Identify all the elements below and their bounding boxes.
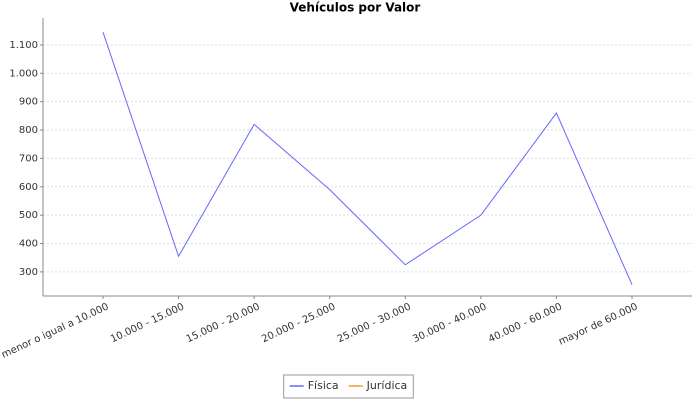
y-tick-label: 1.100 (9, 40, 38, 51)
y-tick-label: 800 (19, 125, 38, 136)
x-tick-label: 10.000 - 15.000 (109, 301, 186, 345)
y-tick-label: 500 (19, 210, 38, 221)
y-tick-label: 600 (19, 182, 38, 193)
x-tick-label: 30.000 - 40.000 (411, 301, 488, 345)
y-tick-label: 400 (19, 239, 38, 250)
y-tick-label: 700 (19, 153, 38, 164)
y-tick-label: 900 (19, 97, 38, 108)
legend-box (283, 374, 414, 399)
y-tick-label: 1.000 (9, 68, 38, 79)
x-tick-label: 20.000 - 25.000 (260, 301, 337, 345)
legend-label: Jurídica (366, 379, 408, 392)
series-line (102, 32, 633, 285)
x-tick-label: 15.000 - 20.000 (185, 301, 262, 345)
x-tick-label: mayor de 60.000 (557, 301, 639, 347)
y-tick-label: 300 (19, 267, 38, 278)
x-tick-label: 25.000 - 30.000 (336, 301, 413, 345)
legend: Física Jurídica (283, 374, 414, 399)
x-tick-label: menor o igual a 10.000 (0, 301, 111, 360)
chart-title: Vehículos por Valor (290, 1, 421, 15)
legend-label: Física (308, 379, 339, 392)
x-tick-label: 40.000 - 60.000 (487, 301, 564, 345)
